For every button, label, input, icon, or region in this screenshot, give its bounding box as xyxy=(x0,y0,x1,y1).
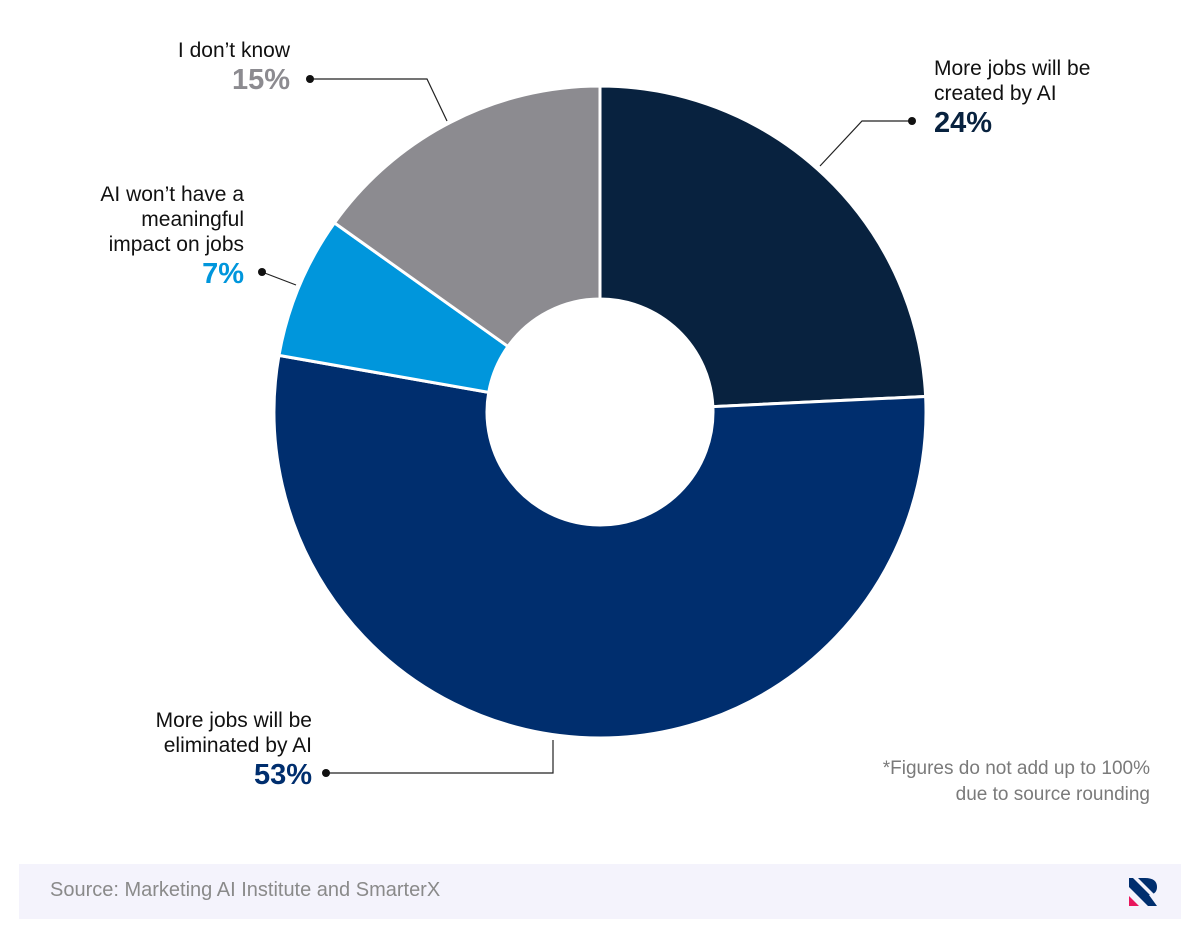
label-line: created by AI xyxy=(934,82,1057,105)
data-label: 15% xyxy=(231,64,290,96)
label-line: More jobs will be xyxy=(934,57,1091,80)
label-dont-know: I don’t know 15% xyxy=(178,38,290,97)
leader-line-no-impact xyxy=(261,271,297,286)
donut-slice-3 xyxy=(332,84,602,349)
leader-line-created xyxy=(819,120,912,167)
data-label: 53% xyxy=(253,759,312,791)
label-line: AI won’t have a xyxy=(100,183,244,206)
label-line: More jobs will be xyxy=(155,709,312,732)
label-line: eliminated by AI xyxy=(163,734,312,757)
label-line: impact on jobs xyxy=(108,233,244,256)
source-footer: Source: Marketing AI Institute and Smart… xyxy=(19,864,1181,919)
leader-dots xyxy=(258,75,916,777)
source-text: Source: Marketing AI Institute and Smart… xyxy=(50,879,441,901)
label-line: I don’t know xyxy=(177,39,290,62)
leader-line-eliminated xyxy=(326,740,554,774)
label-line: meaningful xyxy=(141,208,244,231)
label-eliminated: More jobs will be eliminated by AI 53% xyxy=(156,708,312,792)
donut-slice-0 xyxy=(598,84,928,409)
footnote-line: due to source rounding xyxy=(955,784,1150,805)
footnote: *Figures do not add up to 100% due to so… xyxy=(883,756,1150,808)
label-no-impact: AI won’t have a meaningful impact on job… xyxy=(100,182,244,291)
label-created: More jobs will be created by AI 24% xyxy=(934,56,1090,140)
data-label: 7% xyxy=(202,258,244,290)
footnote-line: *Figures do not add up to 100% xyxy=(882,758,1150,779)
donut-slice-1 xyxy=(272,353,928,740)
leader-line-dont-know xyxy=(310,78,448,122)
data-label: 24% xyxy=(934,107,993,139)
brand-logo-icon xyxy=(1129,878,1157,906)
leader-lines xyxy=(261,78,912,774)
